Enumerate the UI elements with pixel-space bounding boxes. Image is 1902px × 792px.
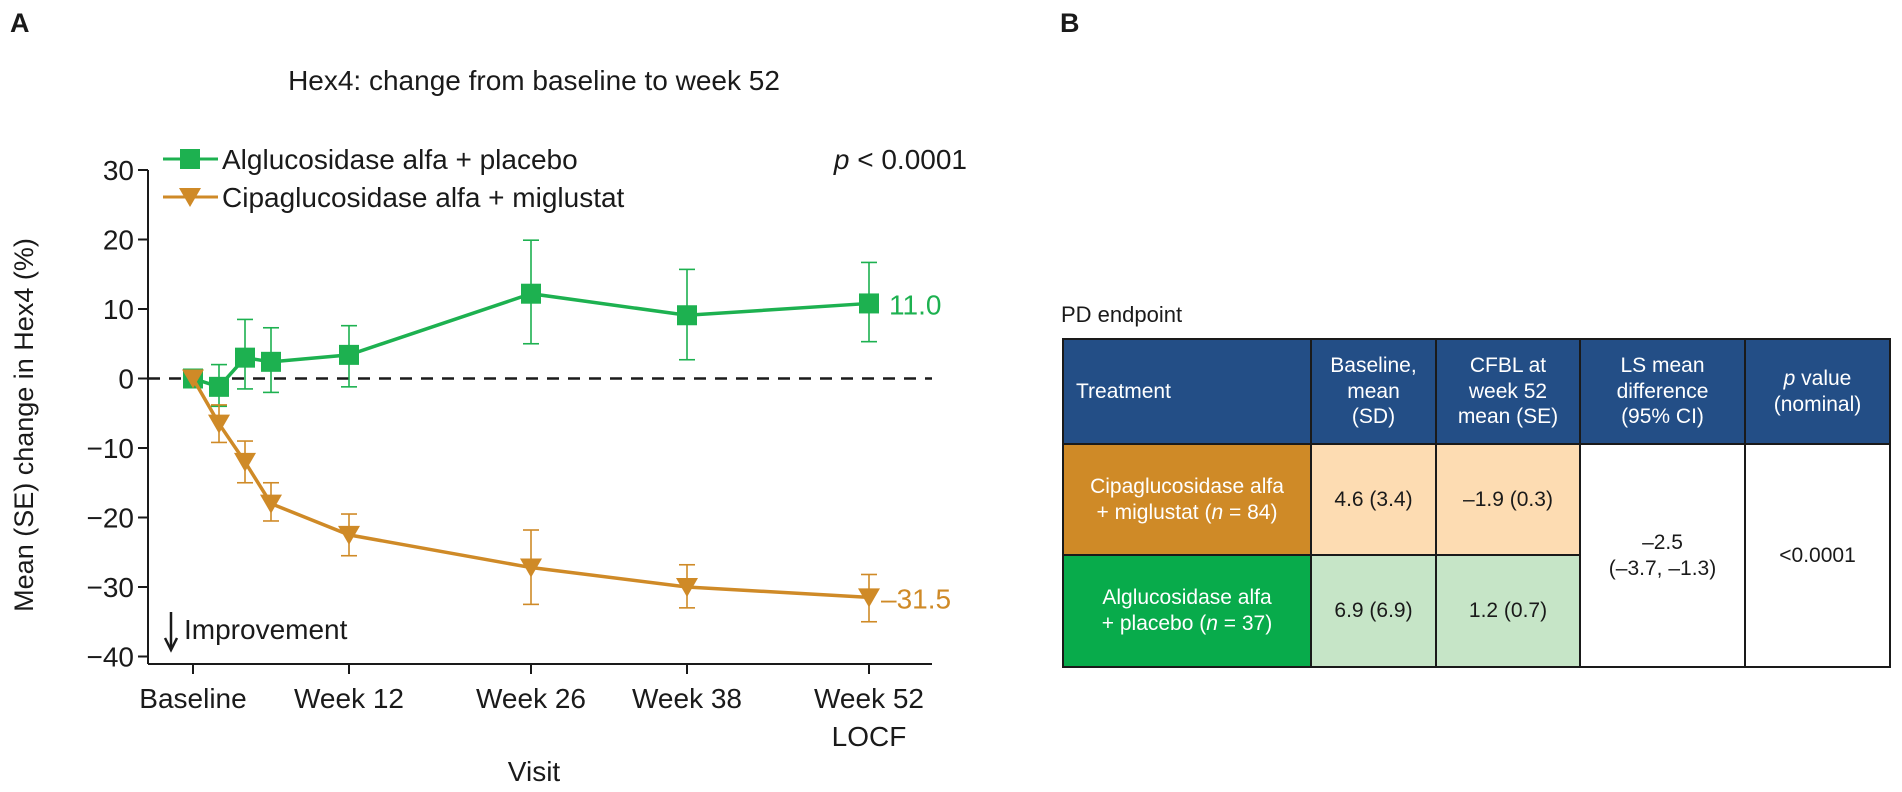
x-tick-label: Week 52 xyxy=(814,683,924,714)
header-p-italic: p xyxy=(1783,366,1796,390)
header-cfbl-line3: mean (SE) xyxy=(1457,405,1559,429)
ls-mean-cell: –2.5 (–3.7, –1.3) xyxy=(1579,443,1746,668)
panel-b-label: B xyxy=(1060,8,1080,38)
data-point xyxy=(209,376,229,397)
header-treatment: Treatment xyxy=(1062,338,1312,445)
row-cip-cfbl: –1.9 (0.3) xyxy=(1435,443,1581,556)
header-baseline-line2: mean xyxy=(1347,379,1400,403)
y-tick-label: 0 xyxy=(118,364,134,395)
header-p-value: p value (nominal) xyxy=(1744,338,1891,445)
row-cip-treatment: Cipaglucosidase alfa + miglustat (n = 84) xyxy=(1062,443,1312,556)
legend-alg-marker xyxy=(180,149,200,169)
data-point xyxy=(521,283,541,304)
data-point xyxy=(859,293,879,314)
row-cip-line2-pre: + miglustat ( xyxy=(1096,500,1212,524)
data-point xyxy=(235,347,255,368)
improvement-label: Improvement xyxy=(184,614,348,645)
row-alg-treatment: Alglucosidase alfa + placebo (n = 37) xyxy=(1062,554,1312,668)
p-value-annotation: p < 0.0001 xyxy=(833,144,967,175)
data-point xyxy=(208,414,230,434)
pd-endpoint-table: Treatment Baseline, mean (SD) CFBL at week … xyxy=(1062,338,1891,668)
series-cipaglucosidase: –31.5 xyxy=(182,369,951,623)
row-cip-line1: Cipaglucosidase alfa xyxy=(1090,474,1284,498)
x-tick-label: Week 26 xyxy=(476,683,586,714)
header-cfbl-line1: CFBL at xyxy=(1469,354,1547,378)
chart-title: Hex4: change from baseline to week 52 xyxy=(288,65,780,96)
x-tick-label-2: LOCF xyxy=(832,721,907,752)
row-alg-cfbl: 1.2 (0.7) xyxy=(1435,554,1581,668)
legend-alg-label: Alglucosidase alfa + placebo xyxy=(222,144,578,175)
p-value-text: < 0.0001 xyxy=(849,144,967,175)
y-tick-label: −30 xyxy=(87,572,135,603)
legend-cip-marker xyxy=(179,188,201,207)
header-baseline-line3: (SD) xyxy=(1351,405,1396,429)
header-cfbl-line2: week 52 xyxy=(1468,379,1548,403)
row-alg-line1: Alglucosidase alfa xyxy=(1102,586,1272,610)
series-line xyxy=(191,377,870,600)
panel-a-label: A xyxy=(10,8,30,38)
data-point xyxy=(677,305,697,326)
x-tick-label: Week 12 xyxy=(294,683,404,714)
header-cfbl: CFBL at week 52 mean (SE) xyxy=(1435,338,1581,445)
header-ls-line1: LS mean xyxy=(1620,354,1705,378)
table-row: Cipaglucosidase alfa + miglustat (n = 84)… xyxy=(1062,443,1891,668)
header-ls-line2: difference xyxy=(1616,379,1709,403)
data-point xyxy=(338,525,360,545)
header-baseline: Baseline, mean (SD) xyxy=(1310,338,1437,445)
down-arrow-icon xyxy=(163,612,179,653)
data-point xyxy=(261,351,281,372)
data-point xyxy=(260,494,282,514)
data-point xyxy=(676,578,698,597)
end-value-label: –31.5 xyxy=(881,583,951,614)
y-tick-label: 10 xyxy=(103,294,134,325)
y-tick-label: 30 xyxy=(103,155,134,186)
data-point xyxy=(182,369,204,389)
row-cip-line2-post: = 84) xyxy=(1223,500,1278,524)
data-marks: 11.0 –31.5 xyxy=(182,239,951,623)
data-point xyxy=(339,344,359,365)
y-tick-label: −10 xyxy=(87,433,135,464)
row-cip-baseline: 4.6 (3.4) xyxy=(1310,443,1437,556)
y-tick-label: 20 xyxy=(103,225,134,256)
p-italic: p xyxy=(833,144,850,175)
y-tick-label: −40 xyxy=(87,642,135,673)
end-value-label: 11.0 xyxy=(889,289,941,320)
data-point xyxy=(858,588,880,608)
row-alg-line2-pre: + placebo ( xyxy=(1101,612,1207,635)
x-tick-label: Baseline xyxy=(139,683,246,714)
y-tick-label: −20 xyxy=(87,503,135,534)
header-p-rest: value xyxy=(1795,366,1852,390)
hex4-line-chart: Hex4: change from baseline to week 52 Me… xyxy=(9,65,967,787)
table-caption: PD endpoint xyxy=(1061,302,1183,327)
row-alg-n: n xyxy=(1206,612,1218,635)
ls-mean-value: –2.5 xyxy=(1642,530,1683,554)
y-axis-label: Mean (SE) change in Hex4 (%) xyxy=(9,238,39,612)
header-p-line2: (nominal) xyxy=(1773,392,1862,416)
x-tick-label: Week 38 xyxy=(632,683,742,714)
row-alg-baseline: 6.9 (6.9) xyxy=(1310,554,1437,668)
header-ls-mean: LS mean difference (95% CI) xyxy=(1579,338,1746,445)
table-header-row: Treatment Baseline, mean (SD) CFBL at week … xyxy=(1062,338,1891,445)
improvement-note: Improvement xyxy=(163,612,348,653)
p-value-cell: <0.0001 xyxy=(1744,443,1891,668)
data-point xyxy=(234,452,256,472)
row-cip-n: n xyxy=(1211,500,1224,524)
legend: Alglucosidase alfa + placebo Cipaglucosi… xyxy=(163,144,625,213)
legend-cip-label: Cipaglucosidase alfa + miglustat xyxy=(222,182,625,213)
data-point xyxy=(520,558,542,578)
x-axis-label: Visit xyxy=(508,756,561,787)
header-ls-line3: (95% CI) xyxy=(1621,405,1704,429)
row-alg-line2-post: = 37) xyxy=(1217,612,1273,635)
table-row: Alglucosidase alfa + placebo (n = 37) 6.9… xyxy=(1062,554,1890,668)
series-alglucosidase: 11.0 xyxy=(183,239,941,408)
ls-mean-ci: (–3.7, –1.3) xyxy=(1608,556,1717,580)
header-baseline-line1: Baseline, xyxy=(1330,354,1417,378)
